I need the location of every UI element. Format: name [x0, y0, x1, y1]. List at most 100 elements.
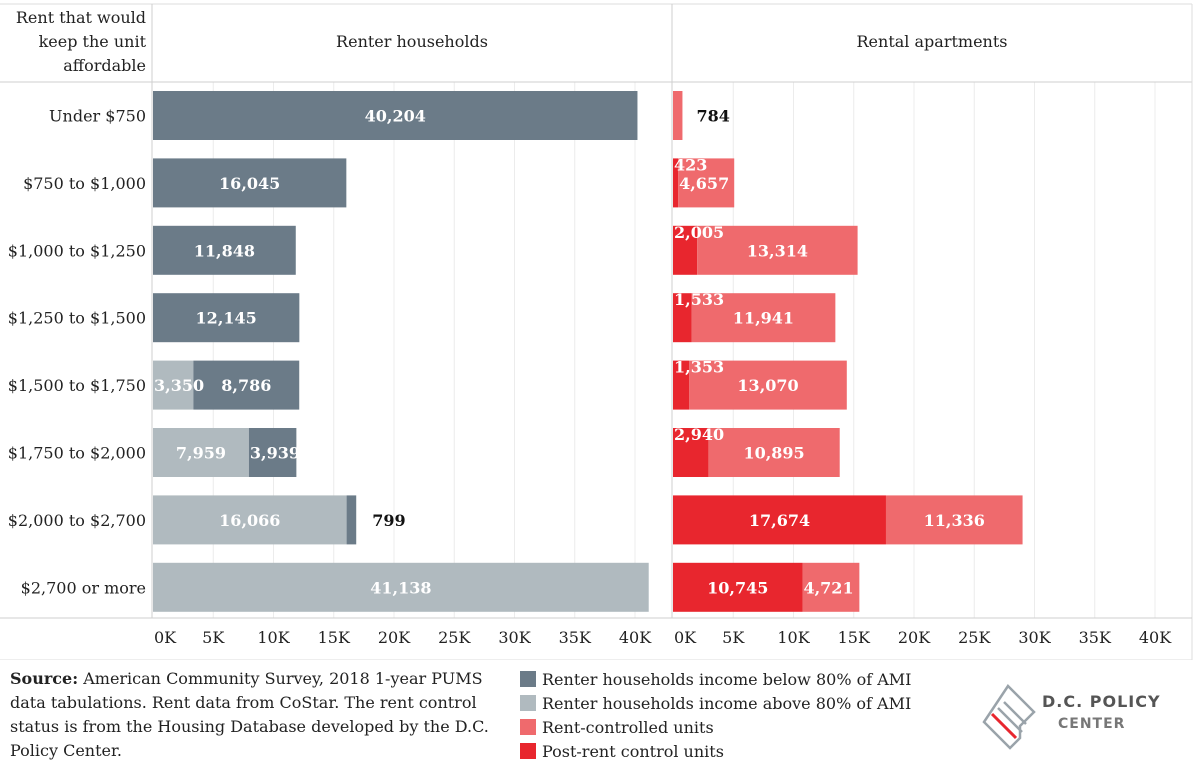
bar-segment [678, 158, 735, 208]
value-label: 784 [696, 107, 729, 126]
x-tick-label: 40K [619, 628, 652, 647]
x-tick-label: 25K [438, 628, 471, 647]
value-label: 4,657 [679, 174, 729, 193]
value-label: 423 [674, 155, 707, 174]
legend-item: Rent-controlled units [520, 715, 912, 739]
value-label: 16,045 [219, 174, 280, 193]
value-label: 13,070 [737, 376, 798, 395]
value-label: 2,940 [674, 425, 724, 444]
bar-segment [689, 360, 847, 410]
value-label: 2,005 [674, 223, 724, 242]
left-panel-title: Renter households [336, 32, 488, 51]
bar-segment [346, 495, 357, 545]
x-tick-label: 20K [378, 628, 411, 647]
x-tick-label: 35K [559, 628, 592, 647]
value-label: 3,350 [154, 376, 204, 395]
legend-swatch [520, 671, 536, 687]
x-tick-label: 10K [257, 628, 290, 647]
category-label: $1,250 to $1,500 [8, 309, 146, 328]
label-layer: Rent that would keep the unit affordable Re… [8, 8, 1172, 647]
category-label: $1,750 to $2,000 [8, 444, 146, 463]
legend-label: Post-rent control units [542, 741, 724, 761]
bar-segment [673, 495, 886, 545]
bar-segment [153, 428, 249, 477]
x-tick-label: 15K [318, 628, 351, 647]
bar-segment [193, 360, 300, 410]
value-label: 12,145 [196, 309, 257, 328]
bar-segment [153, 91, 638, 140]
bar-layer [153, 91, 1023, 612]
category-label: Under $750 [49, 107, 146, 126]
value-label: 799 [372, 511, 405, 530]
value-label: 11,941 [733, 309, 794, 328]
value-label: 10,895 [743, 444, 804, 463]
value-label: 3,939 [250, 444, 300, 463]
x-tick-label: 5K [202, 628, 225, 647]
x-tick-label: 30K [1018, 628, 1051, 647]
value-label: 7,959 [176, 444, 226, 463]
value-label: 1,533 [674, 290, 724, 309]
x-tick-label: 10K [777, 628, 810, 647]
legend-label: Renter households income above 80% of AM… [542, 693, 912, 713]
bar-segment [708, 428, 840, 477]
row-header-line: affordable [63, 56, 146, 75]
logo-line1: D.C. POLICY [1042, 692, 1161, 711]
category-label: $750 to $1,000 [23, 174, 146, 193]
x-tick-label: 35K [1079, 628, 1112, 647]
dc-policy-center-logo: D.C. POLICY CENTER [980, 684, 1180, 750]
value-label: 1,353 [674, 358, 724, 377]
source-note: Source: American Community Survey, 2018 … [10, 667, 500, 763]
logo-line2: CENTER [1058, 716, 1126, 732]
category-label: $1,500 to $1,750 [8, 376, 146, 395]
x-tick-label: 30K [498, 628, 531, 647]
bar-segment [153, 562, 649, 612]
value-label: 40,204 [365, 107, 426, 126]
dc-map-icon [982, 684, 1036, 750]
row-header-line: Rent that would [16, 8, 146, 27]
value-label: 4,721 [803, 578, 853, 597]
value-label: 41,138 [370, 578, 431, 597]
bar-segment [153, 158, 347, 208]
bar-segment [673, 293, 692, 343]
bar-segment [153, 360, 194, 410]
bar-segment [673, 225, 698, 275]
bar-segment [802, 562, 860, 612]
bar-segment [248, 428, 297, 477]
x-tick-label: 15K [838, 628, 871, 647]
legend-label: Renter households income below 80% of AM… [542, 669, 912, 689]
legend-item: Renter households income below 80% of AM… [520, 667, 912, 691]
legend-item: Renter households income above 80% of AM… [520, 691, 912, 715]
bar-segment [673, 428, 709, 477]
bar-segment [697, 225, 858, 275]
bar-segment [691, 293, 836, 343]
legend-item: Post-rent control units [520, 739, 912, 763]
bar-segment [885, 495, 1023, 545]
chart: Rent that would keep the unit affordable Re… [0, 3, 1193, 660]
category-label: $2,000 to $2,700 [8, 511, 146, 530]
category-label: $2,700 or more [21, 578, 146, 597]
value-label: 8,786 [221, 376, 271, 395]
bar-segment [153, 495, 347, 545]
x-tick-label: 0K [154, 628, 177, 647]
bar-segment [673, 360, 690, 410]
value-label: 11,336 [924, 511, 985, 530]
bar-segment [673, 562, 803, 612]
source-label: Source: [10, 669, 79, 688]
source-text: American Community Survey, 2018 1-year P… [10, 669, 489, 760]
value-label: 17,674 [749, 511, 810, 530]
bar-segment [673, 91, 683, 140]
legend-label: Rent-controlled units [542, 717, 714, 737]
bar-segment [153, 225, 296, 275]
bar-segment [673, 158, 679, 208]
x-tick-label: 5K [722, 628, 745, 647]
value-label: 10,745 [707, 578, 768, 597]
value-label: 16,066 [219, 511, 280, 530]
value-label: 11,848 [194, 241, 255, 260]
x-tick-label: 40K [1139, 628, 1172, 647]
row-header-line: keep the unit [39, 32, 147, 51]
right-panel-title: Rental apartments [857, 32, 1008, 51]
value-label: 13,314 [747, 241, 808, 260]
category-label: $1,000 to $1,250 [8, 241, 146, 260]
legend-swatch [520, 719, 536, 735]
frame-layer [0, 3, 1193, 660]
